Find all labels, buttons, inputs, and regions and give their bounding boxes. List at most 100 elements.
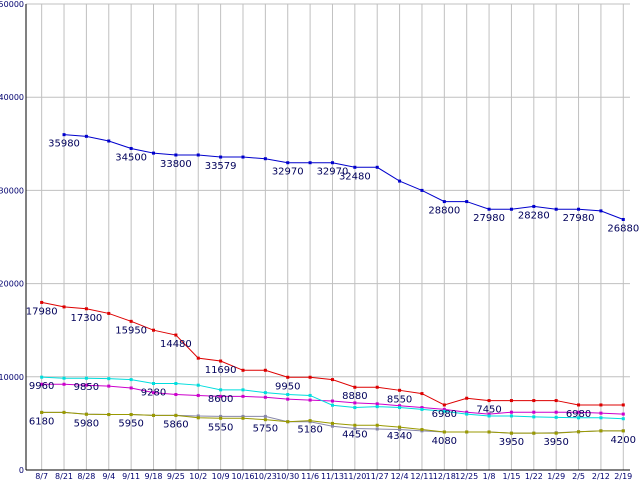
data-point-cyan — [420, 407, 424, 411]
data-point-cyan — [442, 409, 446, 413]
data-point-red — [375, 385, 379, 389]
data-point-magenta — [420, 406, 424, 410]
data-label-cyan: 8600 — [208, 394, 233, 405]
x-tick-label: 8/7 — [35, 472, 48, 480]
data-point-cyan — [241, 388, 245, 392]
data-point-blue — [241, 155, 245, 159]
data-point-red — [420, 392, 424, 396]
data-point-blue — [375, 165, 379, 169]
data-point-olive — [375, 423, 379, 427]
data-point-blue — [465, 200, 469, 204]
data-label-olive: 5980 — [74, 418, 99, 429]
data-point-olive — [241, 416, 245, 420]
data-point-cyan — [62, 376, 66, 380]
x-tick-label: 1/15 — [502, 472, 520, 480]
data-label-olive: 4080 — [432, 436, 457, 447]
data-point-red — [621, 403, 625, 407]
data-point-red — [330, 378, 334, 382]
series-line-blue — [63, 134, 624, 220]
data-point-magenta — [509, 410, 513, 414]
data-point-cyan — [263, 391, 267, 395]
data-point-blue — [107, 139, 111, 143]
y-tick-label: 50000 — [0, 0, 24, 9]
data-point-magenta — [84, 383, 88, 387]
data-point-red — [219, 359, 223, 363]
data-point-magenta — [107, 384, 111, 388]
data-point-blue — [420, 188, 424, 192]
data-point-blue — [509, 207, 513, 211]
data-point-red — [196, 356, 200, 360]
data-label-olive: 5750 — [253, 424, 278, 435]
data-label-red: 9950 — [275, 381, 300, 392]
x-tick-label: 2/5 — [572, 472, 585, 480]
x-tick-label: 10/30 — [276, 472, 299, 480]
data-point-olive — [308, 419, 312, 423]
x-tick-label: 12/25 — [455, 472, 478, 480]
data-point-magenta — [152, 391, 156, 395]
x-tick-label: 9/4 — [102, 472, 115, 480]
data-point-red — [62, 305, 66, 309]
data-point-gray — [219, 414, 223, 418]
data-label-blue: 35980 — [48, 139, 80, 150]
data-point-magenta — [554, 410, 558, 414]
x-tick-label: 12/18 — [433, 472, 456, 480]
data-point-red — [577, 403, 581, 407]
data-label-blue: 33579 — [205, 161, 237, 172]
data-point-gray — [330, 424, 334, 428]
data-point-magenta — [263, 395, 267, 399]
data-point-olive — [286, 420, 290, 424]
data-point-cyan — [353, 406, 357, 410]
data-label-olive: 5550 — [208, 422, 233, 433]
data-label-red: 15950 — [115, 325, 147, 336]
data-point-olive — [398, 425, 402, 429]
data-point-magenta — [532, 410, 536, 414]
data-point-blue — [487, 207, 491, 211]
data-point-olive — [84, 412, 88, 416]
data-point-red — [308, 375, 312, 379]
data-point-blue — [577, 207, 581, 211]
data-point-cyan — [40, 375, 44, 379]
data-label-cyan: 9280 — [141, 388, 166, 399]
axes — [25, 4, 630, 471]
data-point-blue — [129, 146, 133, 150]
data-point-cyan — [152, 382, 156, 386]
data-point-magenta — [599, 411, 603, 415]
y-tick-label: 0 — [19, 466, 24, 475]
x-tick-label: 2/12 — [592, 472, 610, 480]
data-point-blue — [174, 153, 178, 157]
data-point-magenta — [286, 397, 290, 401]
data-point-blue — [286, 161, 290, 165]
y-axis-ticks: 0 10000 20000 30000 40000 50000 — [0, 0, 24, 475]
data-point-olive — [420, 428, 424, 432]
x-tick-label: 9/25 — [167, 472, 185, 480]
data-point-blue — [353, 165, 357, 169]
data-point-magenta — [487, 412, 491, 416]
data-point-cyan — [554, 415, 558, 419]
y-tick-label: 20000 — [0, 280, 24, 289]
data-point-red — [509, 399, 513, 403]
data-label-olive: 5180 — [297, 425, 322, 436]
data-label-red: 8550 — [387, 394, 412, 405]
x-tick-label: 10/23 — [254, 472, 277, 480]
y-tick-label: 30000 — [0, 186, 24, 195]
data-label-olive: 5950 — [118, 419, 143, 430]
data-point-red — [263, 368, 267, 372]
x-tick-label: 2/19 — [614, 472, 632, 480]
data-point-red — [599, 403, 603, 407]
data-point-red — [442, 403, 446, 407]
data-point-blue — [532, 204, 536, 208]
x-tick-label: 11/6 — [301, 472, 319, 480]
data-label-blue: 34500 — [115, 152, 147, 163]
data-label-red: 8880 — [342, 391, 367, 402]
data-point-cyan — [532, 415, 536, 419]
x-tick-label: 10/9 — [212, 472, 230, 480]
data-point-magenta — [330, 399, 334, 403]
data-point-magenta — [442, 407, 446, 411]
data-point-magenta — [196, 393, 200, 397]
data-point-cyan — [196, 383, 200, 387]
x-tick-label: 11/13 — [321, 472, 344, 480]
data-point-olive — [442, 430, 446, 434]
grid — [26, 3, 630, 471]
